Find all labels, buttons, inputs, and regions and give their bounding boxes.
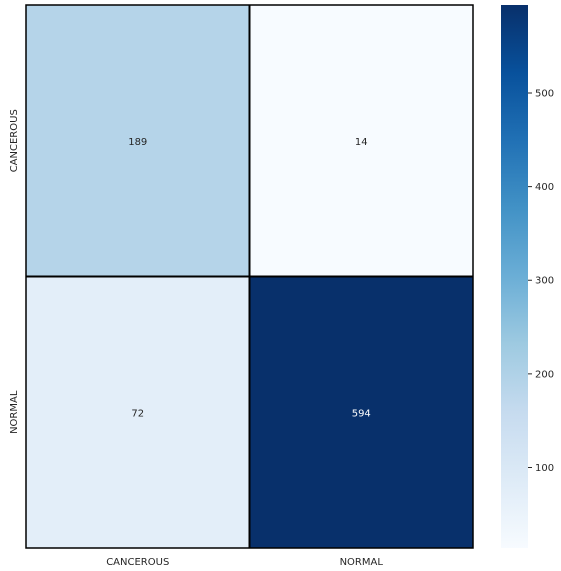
colorbar-tick-label: 300 bbox=[535, 276, 554, 287]
cell-value-label: 189 bbox=[128, 137, 147, 148]
colorbar-tick-label: 400 bbox=[535, 182, 554, 193]
colorbar: 100 200 300 400 500 bbox=[501, 5, 554, 548]
cell-value-label: 594 bbox=[352, 408, 371, 419]
colorbar-tick-label: 500 bbox=[535, 89, 554, 100]
x-axis-ticks: CANCEROUS NORMAL bbox=[106, 557, 383, 568]
cell-value-labels: 189 14 72 594 bbox=[128, 137, 371, 420]
colorbar-gradient bbox=[501, 5, 528, 548]
heatmap-cell bbox=[26, 5, 250, 277]
heatmap-cell bbox=[249, 276, 473, 548]
cell-borders bbox=[25, 4, 474, 549]
cell-value-label: 72 bbox=[131, 408, 144, 419]
x-tick-label: CANCEROUS bbox=[106, 557, 169, 568]
colorbar-ticks: 100 200 300 400 500 bbox=[528, 89, 554, 474]
y-tick-label: CANCEROUS bbox=[9, 109, 20, 172]
cell-value-label: 14 bbox=[355, 137, 368, 148]
colorbar-tick-label: 100 bbox=[535, 463, 554, 474]
heatmap-cell bbox=[26, 276, 250, 548]
y-axis-ticks: CANCEROUS NORMAL bbox=[9, 109, 20, 434]
heatmap-cell bbox=[249, 5, 473, 277]
heatmap-cells bbox=[26, 5, 473, 548]
colorbar-tick-label: 200 bbox=[535, 369, 554, 380]
x-tick-label: NORMAL bbox=[340, 557, 384, 568]
y-tick-label: NORMAL bbox=[9, 390, 20, 434]
